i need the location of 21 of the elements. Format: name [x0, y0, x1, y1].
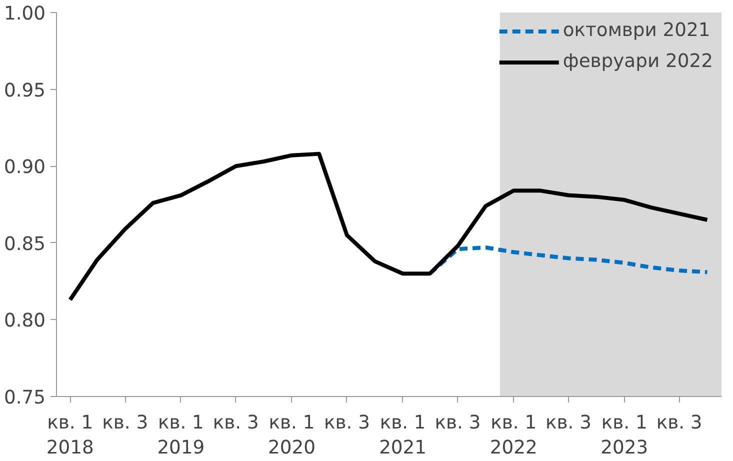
y-tick-label: 0.80	[4, 310, 46, 332]
x-tick-label: кв. 1 2023	[600, 412, 648, 459]
line-series	[68, 152, 710, 302]
x-tick-label: кв. 3	[324, 412, 370, 434]
x-tick-label: кв. 1 2019	[157, 412, 205, 459]
x-tick-label: кв. 1 2022	[490, 412, 538, 459]
y-tick-label: 0.95	[4, 80, 46, 102]
x-tick-label: кв. 1 2021	[379, 412, 427, 459]
x-tick-label: кв. 3	[102, 412, 148, 434]
x-tick-label: кв. 3	[434, 412, 481, 434]
x-tick-label: кв. 3	[546, 412, 592, 434]
x-tick-label: кв. 3	[212, 412, 259, 434]
legend-label: октомври 2021	[562, 20, 710, 41]
y-tick-label: 1.00	[4, 4, 46, 24]
x-tick-label: кв. 3	[656, 412, 702, 434]
legend-label: февруари 2022	[562, 51, 713, 72]
x-tick-label: кв. 1 2018	[46, 412, 94, 459]
y-tick-label: 0.75	[4, 388, 46, 408]
y-tick-label: 0.90	[4, 157, 46, 178]
y-tick-label: 0.85	[4, 234, 46, 255]
x-tick-label: кв. 1 2020	[268, 412, 316, 459]
